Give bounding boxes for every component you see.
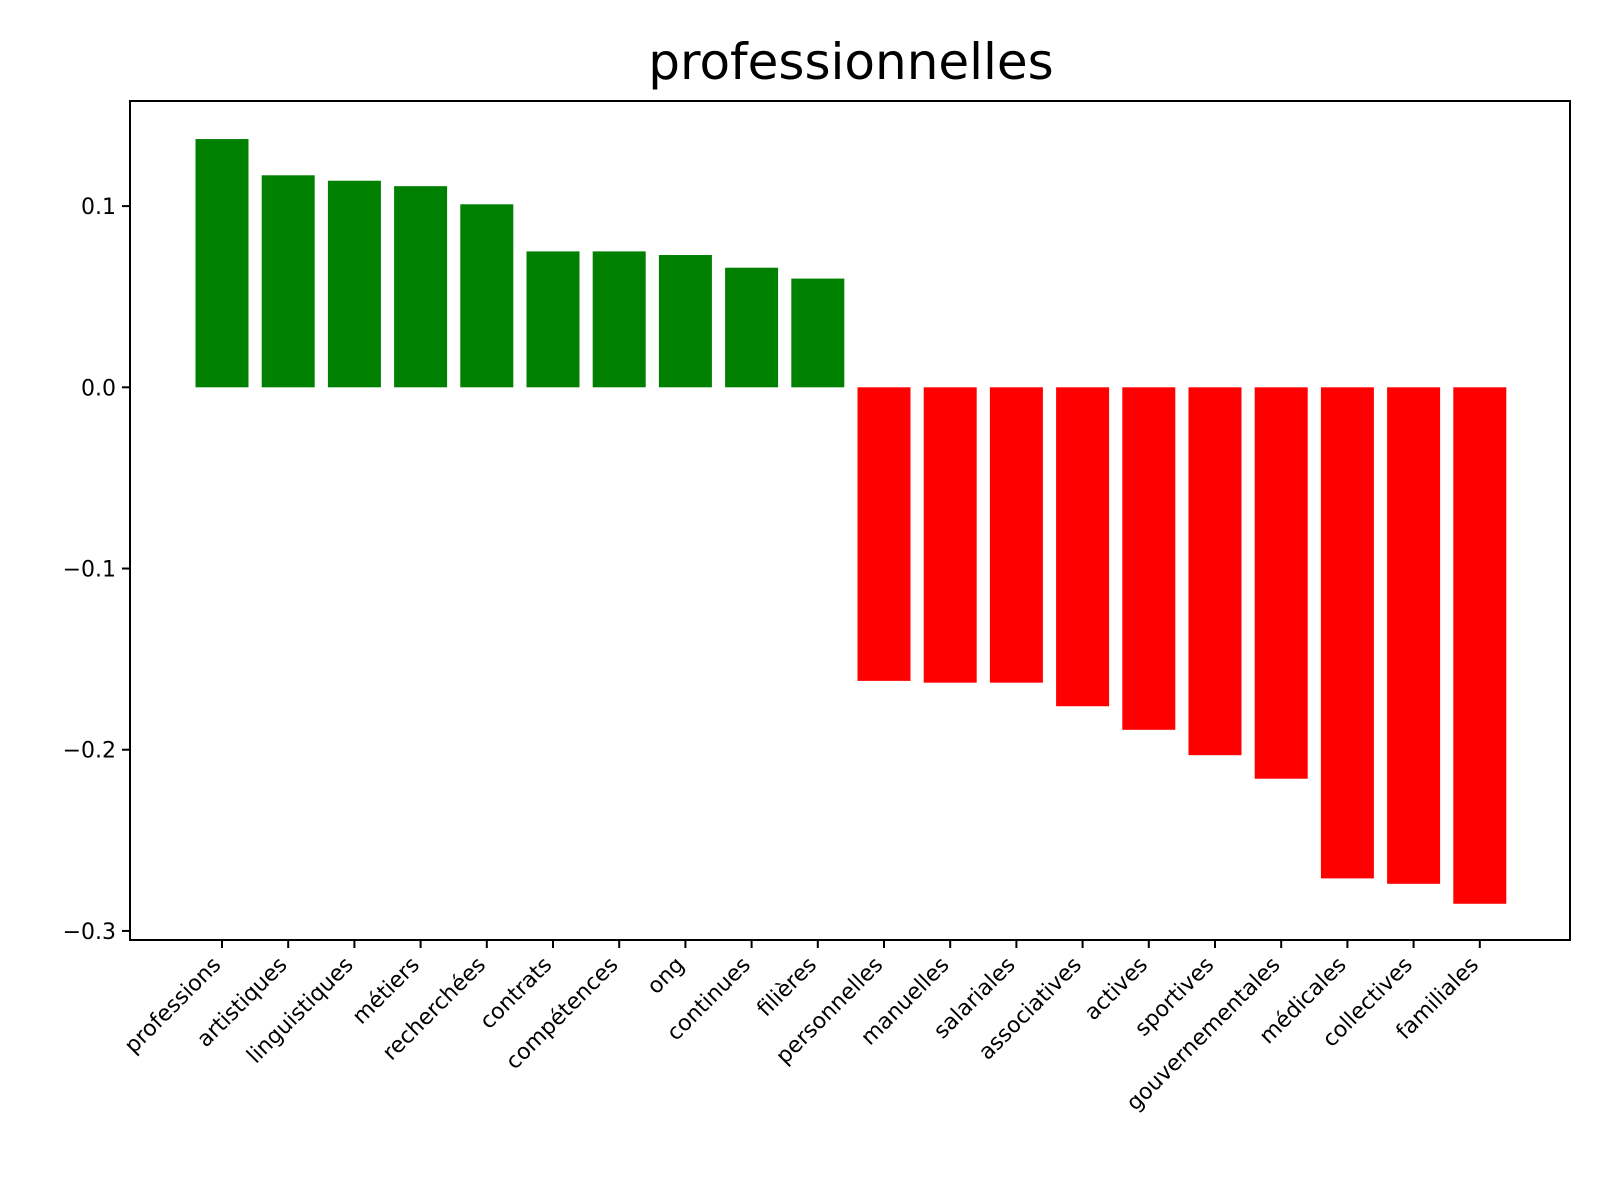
bar-professions: [195, 139, 249, 388]
bar-actives: [1122, 387, 1176, 730]
y-tick-label: 0.1: [81, 195, 116, 220]
bar-médicales: [1320, 387, 1374, 879]
bar-sportives: [1188, 387, 1242, 756]
bar-manuelles: [923, 387, 977, 683]
bar-continues: [725, 267, 779, 388]
y-tick-label: −0.3: [63, 920, 116, 945]
y-tick-label: −0.2: [63, 739, 116, 764]
y-tick-label: −0.1: [63, 558, 116, 583]
plot-frame: [129, 100, 1571, 941]
bars-group: [195, 139, 1507, 904]
bar-métiers: [394, 186, 448, 388]
bar-ong: [658, 255, 712, 388]
y-axis: −0.3 −0.2 −0.1 0.0 0.1: [63, 195, 130, 945]
y-tick-label: 0.0: [81, 376, 116, 401]
bar-artistiques: [261, 175, 315, 388]
bar-linguistiques: [327, 180, 381, 388]
bar-personnelles: [857, 387, 911, 681]
bar-compétences: [592, 251, 646, 388]
bar-contrats: [526, 251, 580, 388]
bar-salariales: [989, 387, 1043, 683]
bar-associatives: [1056, 387, 1110, 707]
bar-collectives: [1387, 387, 1441, 884]
bar-familiales: [1453, 387, 1507, 904]
bar-filières: [791, 278, 845, 388]
chart-title: professionnelles: [648, 33, 1053, 91]
bar-recherchées: [460, 204, 514, 388]
bar-gouvernementales: [1254, 387, 1308, 779]
